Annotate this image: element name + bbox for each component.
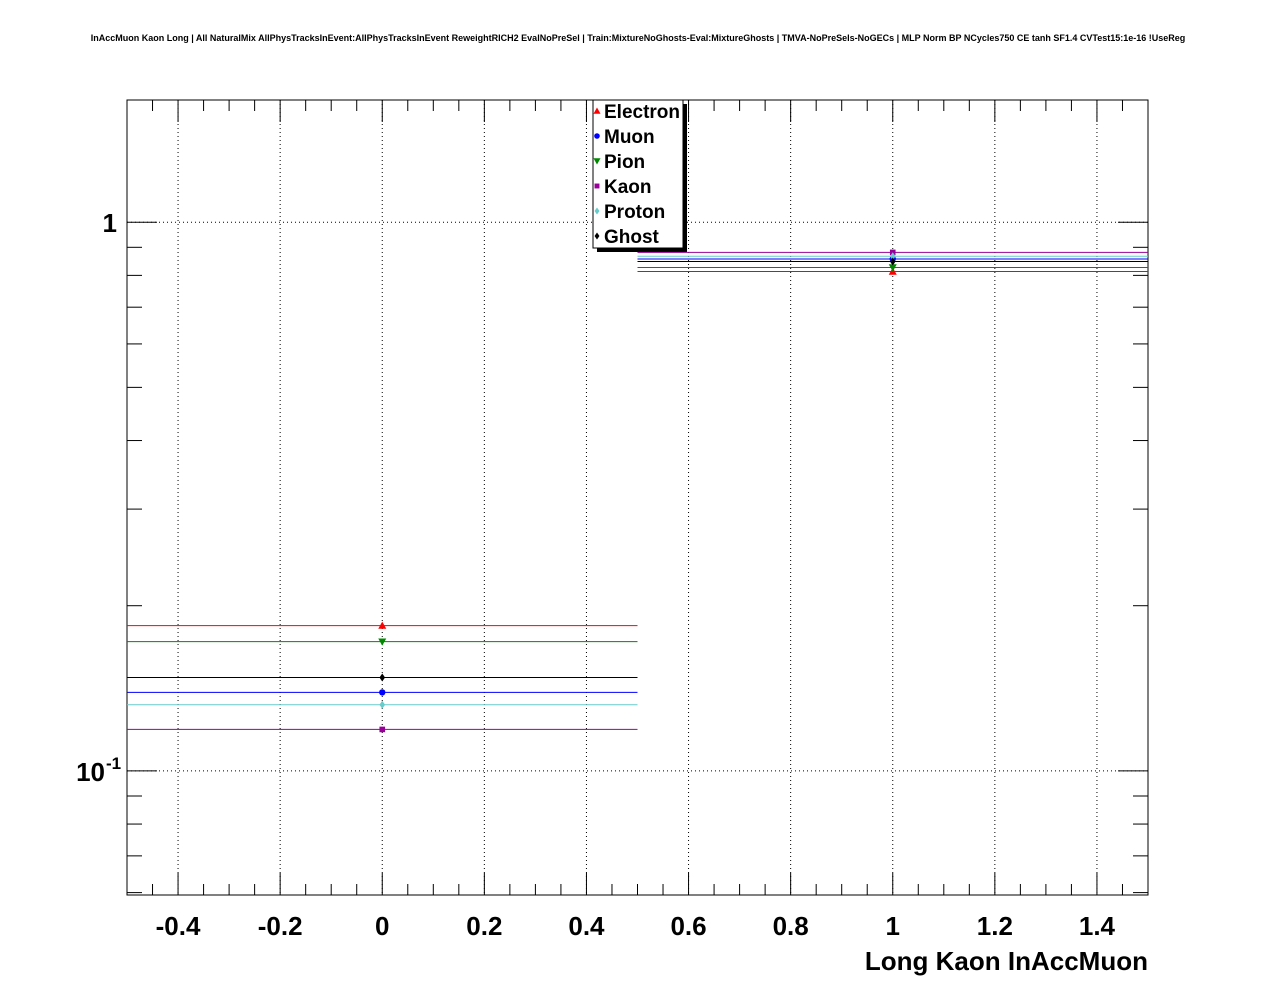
x-tick-label: 0.6: [670, 911, 706, 941]
x-tick-label: -0.4: [156, 911, 201, 941]
data-point: [888, 264, 897, 272]
x-axis-label: Long Kaon InAccMuon: [865, 946, 1148, 976]
x-tick-label: 1.4: [1079, 911, 1116, 941]
series-pion: [127, 264, 1148, 646]
x-tick-label: -0.2: [258, 911, 303, 941]
series-kaon: [127, 249, 1148, 733]
data-point: [378, 638, 387, 646]
legend: Electron Muon Pion Kaon Proton Ghost: [592, 99, 687, 252]
legend-label: Ghost: [604, 227, 660, 248]
series-electron: [127, 267, 1148, 629]
data-point: [379, 726, 386, 733]
y-tick-label: 1: [103, 208, 117, 238]
legend-marker: [594, 133, 600, 139]
series-muon: [127, 255, 1148, 696]
chart-title: InAccMuon Kaon Long | All NaturalMix All…: [90, 33, 1186, 43]
data-point: [379, 673, 386, 682]
legend-label: Proton: [604, 202, 665, 223]
x-tick-label: 0.2: [466, 911, 502, 941]
series-ghost: [127, 257, 1148, 682]
legend-label: Kaon: [604, 177, 652, 198]
x-tick-label: 0.4: [568, 911, 605, 941]
legend-marker: [593, 107, 601, 114]
data-point: [889, 257, 896, 266]
data-point: [889, 252, 896, 261]
legend-marker: [593, 158, 601, 165]
legend-label: Pion: [604, 152, 645, 173]
legend-marker: [594, 232, 600, 240]
series-proton: [127, 252, 1148, 709]
x-tick-label: 0: [375, 911, 389, 941]
legend-label: Electron: [604, 102, 680, 123]
legend-box: [592, 99, 684, 249]
data-point: [378, 621, 387, 629]
data-point: [379, 689, 386, 696]
y-tick-exponent: -1: [106, 754, 121, 773]
data-point: [379, 700, 386, 709]
legend-marker: [594, 183, 600, 189]
y-tick-label: 10: [76, 757, 105, 787]
x-tick-label: 1: [886, 911, 900, 941]
x-tick-label: 0.8: [773, 911, 809, 941]
x-tick-label: 1.2: [977, 911, 1013, 941]
legend-marker: [594, 207, 600, 215]
legend-label: Muon: [604, 127, 655, 148]
